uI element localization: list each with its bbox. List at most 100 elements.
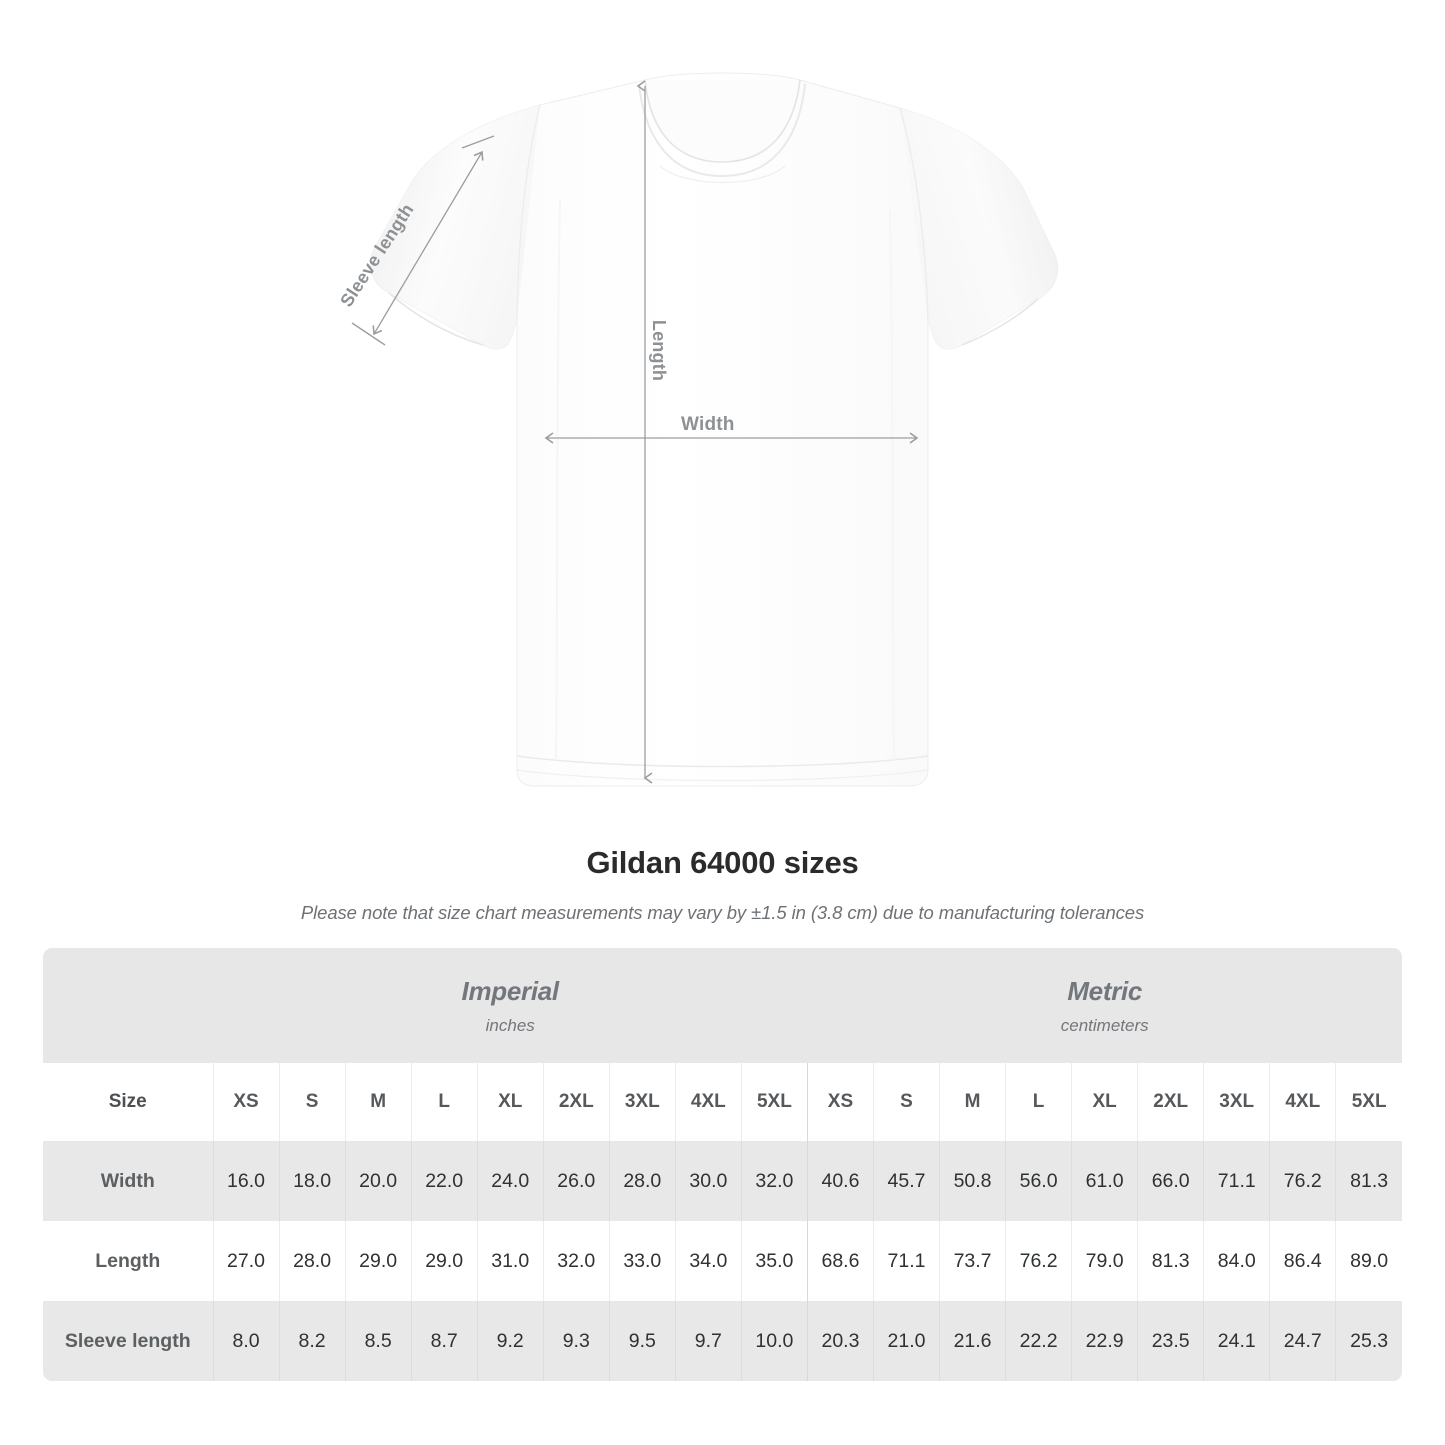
cell-metric: 84.0 bbox=[1203, 1221, 1270, 1301]
cell-imperial: 31.0 bbox=[476, 1221, 544, 1301]
cell-imperial: 26.0 bbox=[542, 1141, 610, 1221]
size-chart-table-wrapper: Imperial inches Metric centimeters Size XS S M L… bbox=[43, 948, 1402, 1381]
table-row: Width 16.0 18.0 20.0 22.0 24.0 26.0 28.0 30.0 32.… bbox=[43, 1141, 1402, 1221]
cell-metric: 61.0 bbox=[1071, 1141, 1138, 1221]
cell-imperial: 9.2 bbox=[476, 1301, 544, 1381]
cell-metric: 76.2 bbox=[1005, 1221, 1072, 1301]
cell-metric: 21.0 bbox=[872, 1301, 940, 1381]
table-row: Length 27.0 28.0 29.0 29.0 31.0 32.0 33.0 34.0 35… bbox=[43, 1221, 1402, 1301]
measurement-label: Width bbox=[100, 1169, 155, 1192]
cell-metric: 79.0 bbox=[1071, 1221, 1138, 1301]
size-header-imperial-xs: XS bbox=[212, 1063, 280, 1141]
cell-imperial: 9.5 bbox=[608, 1301, 676, 1381]
cell-imperial: 28.0 bbox=[608, 1141, 676, 1221]
cell-metric: 71.1 bbox=[872, 1221, 940, 1301]
size-header-metric-l: L bbox=[1005, 1063, 1072, 1141]
cell-imperial: 33.0 bbox=[608, 1221, 676, 1301]
cell-imperial: 32.0 bbox=[740, 1141, 808, 1221]
cell-metric: 22.9 bbox=[1071, 1301, 1138, 1381]
cell-metric: 50.8 bbox=[939, 1141, 1006, 1221]
cell-imperial: 20.0 bbox=[344, 1141, 412, 1221]
cell-metric: 56.0 bbox=[1005, 1141, 1072, 1221]
unit-system-name: Metric bbox=[1067, 975, 1143, 1006]
cell-metric: 45.7 bbox=[872, 1141, 940, 1221]
width-dimension-label: Width bbox=[681, 414, 735, 435]
cell-metric: 24.7 bbox=[1269, 1301, 1336, 1381]
cell-metric: 25.3 bbox=[1335, 1301, 1402, 1381]
cell-imperial: 24.0 bbox=[476, 1141, 544, 1221]
table-row: Sleeve length 8.0 8.2 8.5 8.7 9.2 9.3 9.5 9.7 10.… bbox=[43, 1301, 1402, 1381]
size-chart-table: Imperial inches Metric centimeters Size XS S M L… bbox=[43, 948, 1402, 1381]
tshirt-garment bbox=[370, 72, 1059, 787]
cell-imperial: 22.0 bbox=[410, 1141, 478, 1221]
size-header-imperial-2xl: 2XL bbox=[542, 1063, 610, 1141]
size-header-imperial-xl: XL bbox=[476, 1063, 544, 1141]
cell-metric: 40.6 bbox=[806, 1141, 874, 1221]
tshirt-measurement-diagram: Sleeve length Length Width bbox=[336, 72, 1059, 787]
title-block: Gildan 64000 sizes Please note that size… bbox=[0, 845, 1445, 924]
size-header-imperial-l: L bbox=[410, 1063, 478, 1141]
size-header-imperial-s: S bbox=[278, 1063, 346, 1141]
unit-system-name: Imperial bbox=[461, 975, 560, 1006]
size-header-metric-4xl: 4XL bbox=[1269, 1063, 1336, 1141]
size-header-imperial-m: M bbox=[344, 1063, 412, 1141]
cell-metric: 20.3 bbox=[806, 1301, 874, 1381]
cell-metric: 73.7 bbox=[939, 1221, 1006, 1301]
cell-imperial: 8.0 bbox=[212, 1301, 280, 1381]
size-header-metric-s: S bbox=[872, 1063, 940, 1141]
cell-imperial: 8.2 bbox=[278, 1301, 346, 1381]
cell-metric: 81.3 bbox=[1335, 1141, 1402, 1221]
cell-imperial: 35.0 bbox=[740, 1221, 808, 1301]
size-header-imperial-3xl: 3XL bbox=[608, 1063, 676, 1141]
cell-metric: 89.0 bbox=[1335, 1221, 1402, 1301]
unit-system-unit: inches bbox=[485, 1015, 535, 1035]
cell-metric: 81.3 bbox=[1137, 1221, 1204, 1301]
cell-imperial: 9.7 bbox=[674, 1301, 742, 1381]
cell-metric: 71.1 bbox=[1203, 1141, 1270, 1221]
unit-system-unit: centimeters bbox=[1060, 1015, 1149, 1035]
length-dimension-label: Length bbox=[649, 319, 670, 382]
cell-imperial: 29.0 bbox=[410, 1221, 478, 1301]
cell-imperial: 28.0 bbox=[278, 1221, 346, 1301]
cell-metric: 66.0 bbox=[1137, 1141, 1204, 1221]
size-column-header: Size bbox=[108, 1091, 147, 1112]
tolerance-note: Please note that size chart measurements… bbox=[300, 902, 1145, 923]
cell-imperial: 32.0 bbox=[542, 1221, 610, 1301]
tshirt-illustration bbox=[351, 72, 1059, 787]
cell-imperial: 8.7 bbox=[410, 1301, 478, 1381]
size-header-metric-xl: XL bbox=[1071, 1063, 1138, 1141]
cell-imperial: 10.0 bbox=[740, 1301, 808, 1381]
size-header-row: Size XS S M L XL 2XL 3XL 4XL 5XL XS S M L XL 2XL 3XL 4XL 5… bbox=[43, 1063, 1402, 1141]
cell-metric: 21.6 bbox=[939, 1301, 1006, 1381]
size-header-imperial-5xl: 5XL bbox=[740, 1063, 808, 1141]
measurement-label: Length bbox=[95, 1249, 161, 1272]
size-header-imperial-4xl: 4XL bbox=[674, 1063, 742, 1141]
unit-system-header-row: Imperial inches Metric centimeters bbox=[43, 948, 1402, 1063]
page-title: Gildan 64000 sizes bbox=[586, 845, 859, 880]
cell-imperial: 34.0 bbox=[674, 1221, 742, 1301]
unit-system-metric: Metric centimeters bbox=[807, 948, 1402, 1063]
cell-metric: 23.5 bbox=[1137, 1301, 1204, 1381]
cell-metric: 86.4 bbox=[1269, 1221, 1336, 1301]
cell-imperial: 16.0 bbox=[212, 1141, 280, 1221]
size-header-metric-2xl: 2XL bbox=[1137, 1063, 1204, 1141]
cell-imperial: 18.0 bbox=[278, 1141, 346, 1221]
cell-metric: 76.2 bbox=[1269, 1141, 1336, 1221]
sleeve-length-arrow bbox=[351, 135, 495, 346]
size-header-metric-3xl: 3XL bbox=[1203, 1063, 1270, 1141]
size-header-metric-xs: XS bbox=[806, 1063, 874, 1141]
unit-header-spacer bbox=[43, 948, 213, 1063]
cell-metric: 24.1 bbox=[1203, 1301, 1270, 1381]
cell-imperial: 27.0 bbox=[212, 1221, 280, 1301]
cell-metric: 68.6 bbox=[806, 1221, 874, 1301]
unit-system-imperial: Imperial inches bbox=[213, 948, 807, 1063]
cell-metric: 22.2 bbox=[1005, 1301, 1072, 1381]
measurement-label: Sleeve length bbox=[64, 1329, 191, 1352]
cell-imperial: 30.0 bbox=[674, 1141, 742, 1221]
size-header-metric-m: M bbox=[939, 1063, 1006, 1141]
cell-imperial: 9.3 bbox=[542, 1301, 610, 1381]
cell-imperial: 8.5 bbox=[344, 1301, 412, 1381]
cell-imperial: 29.0 bbox=[344, 1221, 412, 1301]
size-header-metric-5xl: 5XL bbox=[1335, 1063, 1402, 1141]
